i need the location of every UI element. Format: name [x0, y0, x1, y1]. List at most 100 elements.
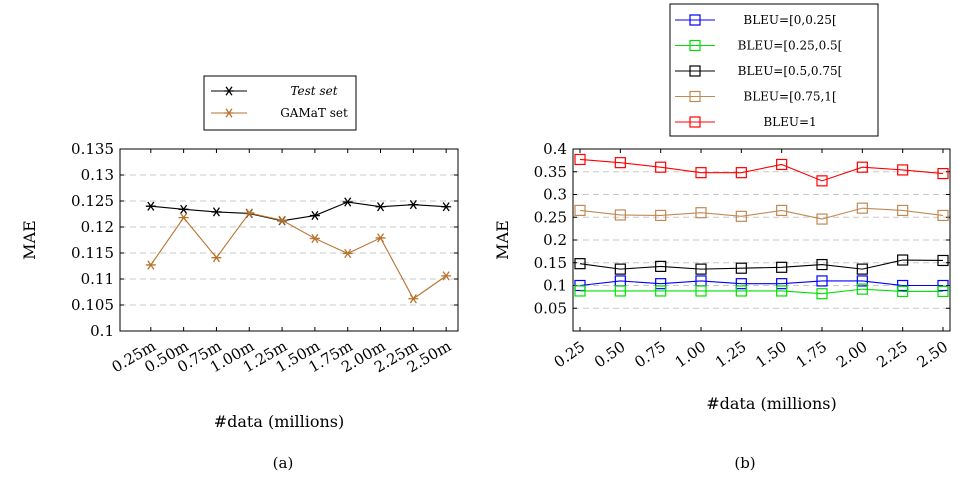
legend-label: Test set [290, 84, 337, 98]
x-tick-label: 1.00 [672, 338, 710, 372]
y-tick-label: 0.25 [534, 208, 567, 226]
data-point [574, 285, 586, 297]
data-point [776, 261, 788, 273]
data-point [145, 201, 156, 211]
series-line [150, 212, 447, 300]
data-point [309, 210, 320, 221]
y-axis-label: MAE [20, 220, 39, 260]
series-line [580, 288, 943, 295]
series-1 [574, 283, 949, 300]
data-point [856, 161, 868, 173]
data-point [614, 285, 626, 297]
figure-caption: (b) [734, 454, 755, 472]
y-axis-ticks: 0.1 0.105 0.11 0.115 0.12 0.125 0.13 0.135 [71, 140, 458, 340]
data-point [937, 285, 949, 298]
data-point [695, 207, 707, 219]
legend-label: BLEU=[0,0.25[ [743, 13, 836, 27]
x-tick-label: 0.75 [631, 338, 669, 372]
data-point [614, 157, 626, 169]
x-tick-label: 2.25 [873, 338, 911, 372]
data-point [655, 209, 667, 222]
data-point [695, 167, 707, 179]
data-point [856, 202, 868, 214]
data-point [937, 209, 949, 222]
y-tick-label: 0.135 [71, 140, 114, 158]
y-tick-label: 0.115 [71, 244, 114, 262]
y-tick-label: 0.4 [543, 140, 567, 158]
legend-marker [689, 39, 701, 52]
data-point [574, 153, 586, 166]
y-axis-ticks: 0.05 0.1 0.15 0.2 0.25 0.3 0.35 0.4 [534, 140, 950, 317]
figure-caption: (a) [273, 454, 294, 472]
data-point [145, 260, 156, 270]
data-point [735, 262, 747, 274]
grid-lines [573, 171, 950, 309]
legend: Test set GAMaT set [203, 75, 357, 131]
data-point [816, 288, 828, 300]
data-point [816, 213, 828, 225]
data-point [408, 294, 419, 304]
data-point [655, 285, 667, 297]
y-tick-label: 0.35 [534, 163, 567, 181]
x-tick-label: 0.50 [591, 338, 629, 372]
x-tick-label: 1.75 [793, 338, 831, 372]
data-point [574, 258, 586, 270]
legend-marker [689, 65, 701, 77]
y-tick-label: 0.3 [543, 186, 567, 204]
y-tick-label: 0.125 [71, 192, 114, 210]
y-axis-label: MAE [493, 220, 512, 260]
legend-marker [689, 90, 701, 103]
y-tick-label: 0.11 [81, 270, 114, 288]
data-point [856, 275, 868, 287]
x-axis-ticks: 0.25 0.50 0.75 1.00 1.25 1.50 1.75 2.00 2.25 2.50 [551, 149, 952, 372]
data-point [375, 233, 386, 243]
x-tick-label: 2.50 [914, 338, 952, 372]
legend-label: BLEU=[0.5,0.75[ [738, 64, 843, 78]
data-point [211, 253, 222, 263]
data-point [856, 263, 868, 275]
series-line [579, 158, 944, 182]
y-tick-label: 0.05 [534, 299, 567, 317]
data-point [776, 285, 788, 297]
x-tick-label: 2.00 [833, 338, 871, 372]
series-3 [574, 202, 949, 225]
series-line [579, 280, 943, 287]
data-point [441, 202, 452, 212]
data-point [178, 204, 189, 214]
data-point [816, 275, 828, 287]
data-point [937, 279, 949, 292]
legend: BLEU=[0,0.25[BLEU=[0.25,0.5[BLEU=[0.5,0.… [669, 3, 879, 137]
x-tick-label: 0.25 [551, 338, 589, 372]
legend-label: BLEU=1 [763, 115, 816, 129]
data-point [897, 285, 909, 298]
data-point [574, 204, 586, 217]
series-0 [145, 197, 452, 226]
legend-marker [689, 116, 701, 128]
data-point [408, 200, 419, 210]
series-1 [145, 208, 452, 304]
data-point [655, 278, 667, 290]
data-point [937, 254, 949, 267]
data-point [937, 167, 949, 180]
data-point [897, 254, 909, 266]
data-point [309, 233, 320, 244]
x-tick-label: 1.50 [752, 338, 790, 372]
legend-label: GAMaT set [280, 106, 348, 120]
series-line [579, 207, 944, 220]
data-point [735, 285, 747, 297]
series-2 [574, 254, 949, 275]
plot-frame [119, 148, 459, 332]
y-tick-label: 0.105 [71, 296, 114, 314]
grid-lines [120, 174, 458, 306]
series-4 [574, 153, 949, 187]
legend-label: BLEU=[0.75,1[ [743, 90, 836, 104]
data-point [244, 208, 255, 218]
legend-marker [224, 86, 234, 96]
data-point [735, 278, 747, 290]
data-point [735, 167, 747, 179]
data-point [277, 215, 288, 225]
y-tick-label: 0.13 [81, 166, 114, 184]
x-axis-ticks: 0.25m0.50m0.75m1.00m1.25m1.50m1.75m2.00m… [109, 149, 454, 376]
data-point [897, 204, 909, 217]
